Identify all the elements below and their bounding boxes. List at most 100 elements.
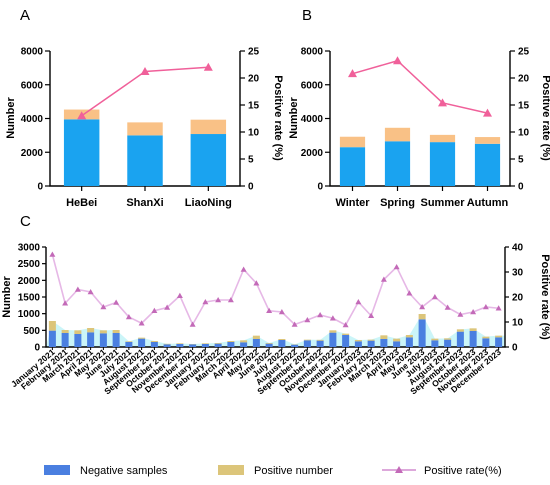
bar-negative [444,339,452,347]
y-tick-label: 2000 [18,276,41,287]
bar-positive [418,314,426,320]
bar-negative [367,340,375,347]
bar-negative [252,339,260,347]
bar-positive [316,339,324,341]
panel-b: B 0 2000 4000 6000 8000 0 5 10 15 20 25 Winter Spr… [288,7,550,209]
rate-point [470,309,477,315]
panel-c-right-axis: 0 10 20 30 40 [505,243,524,354]
rate-point [348,69,357,78]
bar-negative [469,331,477,347]
bar-negative [303,340,311,347]
bar-positive [444,338,452,340]
rate-point [393,264,400,270]
y2-tick-label: 10 [512,318,524,329]
rate-point [495,305,502,311]
bar-negative [291,344,299,347]
rate-point [368,312,375,318]
rate-point [74,286,81,292]
bar-negative [112,333,120,347]
bar-positive [367,339,375,341]
rate-point [77,111,87,120]
rate-point [87,289,94,295]
bar-negative [265,343,273,347]
y-tick-label: 2000 [21,148,44,159]
rate-point [138,320,145,326]
rate-point [202,299,209,305]
bar-positive [138,337,146,339]
y2-tick-label: 20 [248,74,260,85]
bar-negative [240,342,248,347]
bar-positive [176,343,184,344]
rate-point [164,304,171,310]
bar-positive [495,335,503,338]
panel-a-bars [63,109,227,186]
rate-point [240,266,247,272]
y-tick-label: 3000 [18,243,41,254]
bar-positive [252,335,260,339]
panel-b-x-axis: Winter Spring Summer Autumn [335,186,509,209]
bar-negative [393,341,401,347]
bar-positive [87,328,95,333]
bar-negative [201,344,209,347]
y2-tick-label: 10 [248,128,260,139]
panel-c-letter: C [20,213,31,230]
bar-negative [456,331,464,347]
bar-positive [482,336,490,339]
bar-positive [127,122,163,136]
panel-a-left-axis: 0 2000 4000 6000 8000 [21,47,50,193]
panel-b-y2label: Positive rate (%) [540,75,550,161]
bar-negative [99,333,107,347]
bar-negative [418,319,426,347]
legend-negative-label: Negative samples [80,465,168,477]
y-tick-label: 4000 [301,114,324,125]
bar-negative [189,344,197,347]
bar-positive [429,134,456,143]
rate-point [215,297,222,303]
rate-point [406,290,413,296]
bar-negative [87,332,95,347]
bar-negative [431,340,439,347]
legend-rate-label: Positive rate(%) [424,465,502,477]
bar-positive [384,127,411,142]
rate-point [317,312,324,318]
y2-tick-label: 25 [248,47,260,58]
y-tick-label: 0 [37,182,43,193]
panel-a-right-axis: 0 5 10 15 20 25 [240,47,260,193]
y-tick-label: 8000 [21,47,44,58]
rate-point [176,292,183,298]
bar-negative [176,344,184,347]
rate-point [419,304,426,310]
panel-b-left-axis: 0 2000 4000 6000 8000 [301,47,330,193]
legend-positive-swatch [218,465,244,475]
rate-point [49,251,56,257]
panel-b-letter: B [302,7,312,24]
panel-a-letter: A [20,7,30,24]
legend-negative-swatch [44,465,70,475]
bar-positive [474,137,501,144]
rate-point [380,276,387,282]
bar-negative [227,342,235,347]
rate-point [203,62,213,71]
rate-point [291,321,298,327]
rate-point [278,309,285,315]
bar-positive [329,330,337,333]
panel-b-bars [339,127,501,186]
bar-positive [354,340,362,342]
rate-point [482,304,489,310]
bar-negative [339,147,366,186]
bar-negative [278,340,286,347]
panel-b-ylabel: Number [288,97,300,139]
bar-negative [125,342,133,347]
y-tick-label: 6000 [301,80,324,91]
y-tick-label: 500 [23,326,40,337]
rate-point [393,56,402,65]
rate-point [355,299,362,305]
bar-positive [48,321,56,331]
bar-positive [278,339,286,340]
bar-negative [163,344,171,347]
rate-point [227,297,234,303]
bar-positive [125,341,133,342]
y-tick-label: 0 [34,343,40,354]
rate-point [62,300,69,306]
